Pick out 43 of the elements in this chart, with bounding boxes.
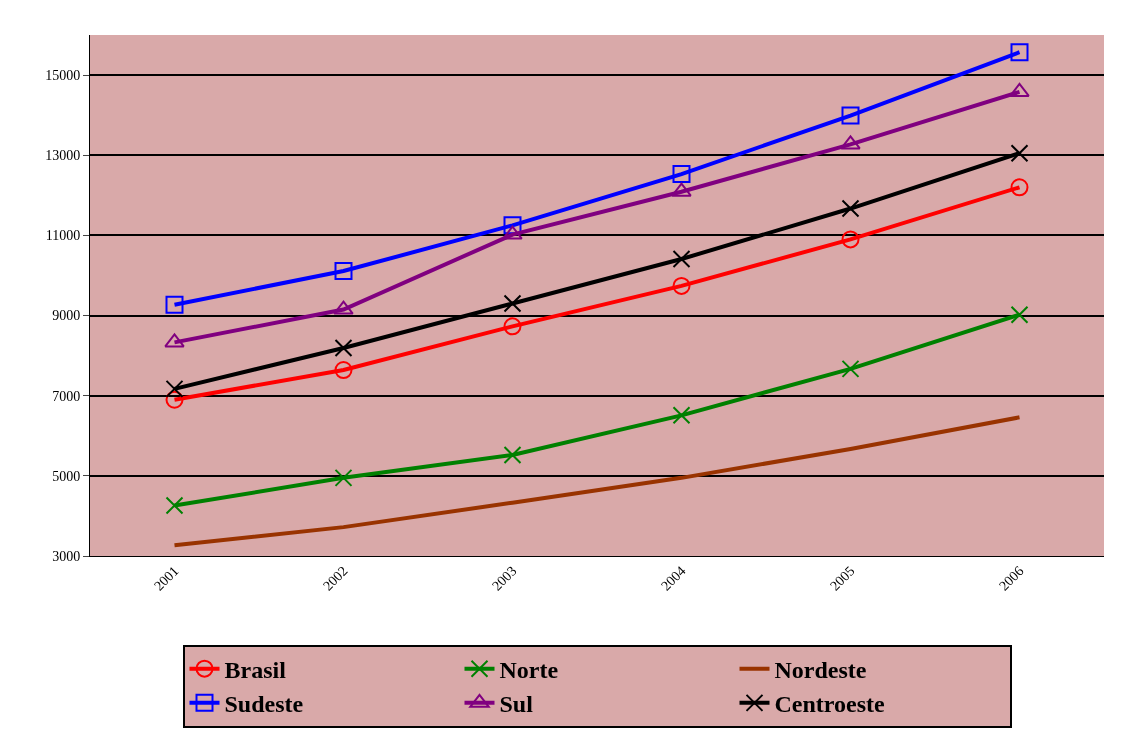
point [334,339,353,357]
point [1010,178,1029,197]
point [841,359,860,378]
point [164,333,185,348]
legend-label: Brasil [224,657,287,684]
point [672,165,691,184]
y-tick-label: 13000 [45,148,81,164]
point [1009,82,1030,97]
point [333,300,354,315]
legend-label: Nordeste [774,657,867,684]
point [503,317,522,336]
point [334,262,353,281]
point [672,276,691,295]
point [1010,144,1029,163]
point [165,390,184,409]
y-tick-label: 5000 [52,468,81,484]
legend-label: Sul [499,691,534,718]
point [841,199,860,218]
line-series [172,415,1022,548]
y-tick-label: 3000 [52,548,81,564]
point [503,294,522,313]
legend-label: Sudeste [224,691,304,718]
point [165,295,184,314]
y-tick-label: 15000 [45,67,81,83]
point [672,406,691,425]
point [672,250,691,269]
y-tick-label: 11000 [45,228,81,244]
point [334,361,353,380]
point [840,135,861,150]
point [165,379,184,398]
point [841,230,860,249]
point [1010,305,1029,324]
y-tick-label: 9000 [52,308,81,324]
point [671,182,692,197]
point [334,468,353,487]
legend-label: Norte [499,657,559,684]
legend-label: Centroeste [774,691,886,718]
point [165,496,184,515]
point [503,446,522,465]
point [841,106,860,125]
y-tick-label: 7000 [52,388,81,404]
point [502,225,523,240]
point [1010,43,1029,62]
